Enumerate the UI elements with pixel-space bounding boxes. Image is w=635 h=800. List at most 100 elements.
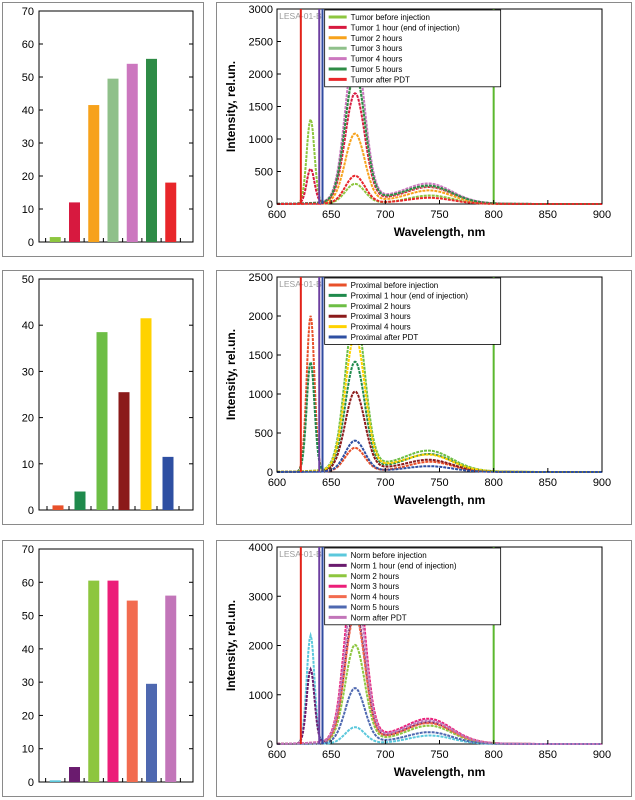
spectrum-panel-proximal: LESA-01-BIOSPEC 600 650 700 750 800 850 900 0 500… [216, 270, 632, 525]
bar [140, 318, 152, 510]
bar [49, 237, 61, 242]
y-tick-label: 3000 [249, 591, 273, 603]
y-tick-label: 60 [22, 39, 34, 51]
bar [88, 580, 100, 782]
y-tick-label: 1500 [249, 350, 273, 362]
x-tick-label: 650 [322, 477, 340, 489]
bar [165, 182, 177, 242]
x-tick-label: 700 [376, 209, 394, 221]
x-axis-label: Wavelength, nm [394, 225, 486, 239]
x-tick-label: 700 [376, 477, 394, 489]
plot-frame [38, 278, 194, 511]
y-tick-label: 4000 [249, 542, 273, 554]
x-tick-label: 900 [593, 209, 611, 221]
x-tick-label: 900 [593, 477, 611, 489]
y-tick-label: 70 [22, 6, 34, 18]
bar [49, 780, 61, 782]
y-tick-label: 40 [22, 644, 34, 656]
legend-label: Tumor 1 hour (end of injection) [351, 23, 460, 32]
y-tick-label: 20 [22, 171, 34, 183]
series-line [277, 390, 602, 473]
y-tick-label: 0 [28, 505, 34, 517]
legend-label: Norm 3 hours [351, 582, 399, 591]
legend-label: Tumor 4 hours [351, 55, 403, 64]
legend-label: Proximal 2 hours [351, 302, 411, 311]
bar [96, 332, 108, 510]
y-tick-label: 20 [22, 710, 34, 722]
y-tick-label: 50 [22, 274, 34, 286]
spectrum-chart-tumor: LESA-01-BIOSPEC 600 650 700 750 800 850 900 0 500… [224, 4, 611, 239]
y-tick-label: 40 [22, 320, 34, 332]
y-tick-label: 60 [22, 577, 34, 589]
y-tick-label: 0 [28, 237, 34, 249]
legend-label: Tumor after PDT [351, 75, 410, 84]
x-axis-label: Wavelength, nm [394, 765, 486, 779]
y-tick-label: 30 [22, 677, 34, 689]
y-tick-label: 0 [267, 467, 273, 479]
legend-label: Norm 1 hour (end of injection) [351, 561, 457, 570]
spectrum-chart-proximal: LESA-01-BIOSPEC 600 650 700 750 800 850 900 0 500… [224, 272, 611, 507]
legend-box [324, 9, 502, 88]
series-line [276, 613, 602, 745]
bar-chart-proximal: 0 10 20 30 40 50 [22, 274, 194, 517]
y-tick-label: 2500 [249, 272, 273, 284]
y-tick-label: 1000 [249, 134, 273, 146]
legend-label: Norm 4 hours [351, 593, 399, 602]
series-line [276, 71, 602, 205]
bar-chart-norm: 0 10 20 30 40 50 60 70 [22, 544, 194, 789]
y-tick-label: 0 [267, 199, 273, 211]
series-line [277, 333, 602, 473]
y-tick-label: 30 [22, 138, 34, 150]
legend-label: Norm 5 hours [351, 603, 399, 612]
bar [74, 491, 86, 510]
legend-box [324, 547, 502, 626]
legend-box [324, 277, 502, 345]
y-tick-label: 2500 [249, 37, 273, 49]
series-line [277, 643, 602, 745]
y-tick-label: 70 [22, 544, 34, 556]
y-tick-label: 1000 [249, 389, 273, 401]
legend-label: Tumor before injection [351, 13, 430, 22]
x-tick-label: 650 [322, 749, 340, 761]
y-tick-label: 0 [267, 739, 273, 751]
bar [146, 58, 157, 242]
y-axis-label: Intensity, rel.un. [224, 61, 238, 152]
x-tick-label: 600 [268, 477, 286, 489]
y-tick-label: 1000 [249, 690, 273, 702]
legend-label: Proximal 3 hours [351, 312, 411, 321]
legend-label: Proximal 4 hours [351, 323, 411, 332]
watermark-text: LESA-01-BIOSPEC [279, 549, 354, 559]
x-tick-label: 750 [430, 477, 448, 489]
legend-label: Tumor 5 hours [351, 65, 403, 74]
watermark-text: LESA-01-BIOSPEC [279, 279, 354, 289]
bar [52, 505, 64, 510]
y-tick-label: 2000 [249, 69, 273, 81]
bar [126, 63, 138, 242]
bar [162, 456, 174, 510]
series-line [277, 132, 602, 205]
y-tick-label: 10 [22, 204, 34, 216]
legend-label: Norm after PDT [351, 613, 407, 622]
y-axis-label: Intensity, rel.un. [224, 329, 238, 420]
y-tick-label: 2000 [249, 641, 273, 653]
series-line [276, 69, 602, 205]
legend-label: Tumor 3 hours [351, 44, 403, 53]
x-tick-label: 800 [484, 749, 502, 761]
bar-panel-tumor: 0 10 20 30 40 50 60 70 [2, 2, 204, 257]
y-tick-label: 50 [22, 72, 34, 84]
x-tick-label: 750 [430, 209, 448, 221]
bar [146, 683, 157, 782]
bar [107, 78, 119, 243]
bar-chart-tumor: 0 10 20 30 40 50 60 70 [22, 6, 194, 249]
legend-label: Norm before injection [351, 551, 427, 560]
series-line [277, 559, 602, 745]
x-tick-label: 600 [268, 209, 286, 221]
x-tick-label: 750 [430, 749, 448, 761]
y-tick-label: 500 [255, 428, 273, 440]
x-tick-label: 800 [484, 209, 502, 221]
bar [69, 202, 80, 242]
bar [118, 392, 130, 510]
y-axis-label: Intensity, rel.un. [224, 600, 238, 691]
x-tick-label: 900 [593, 749, 611, 761]
legend-label: Proximal 1 hour (end of injection) [351, 291, 469, 300]
